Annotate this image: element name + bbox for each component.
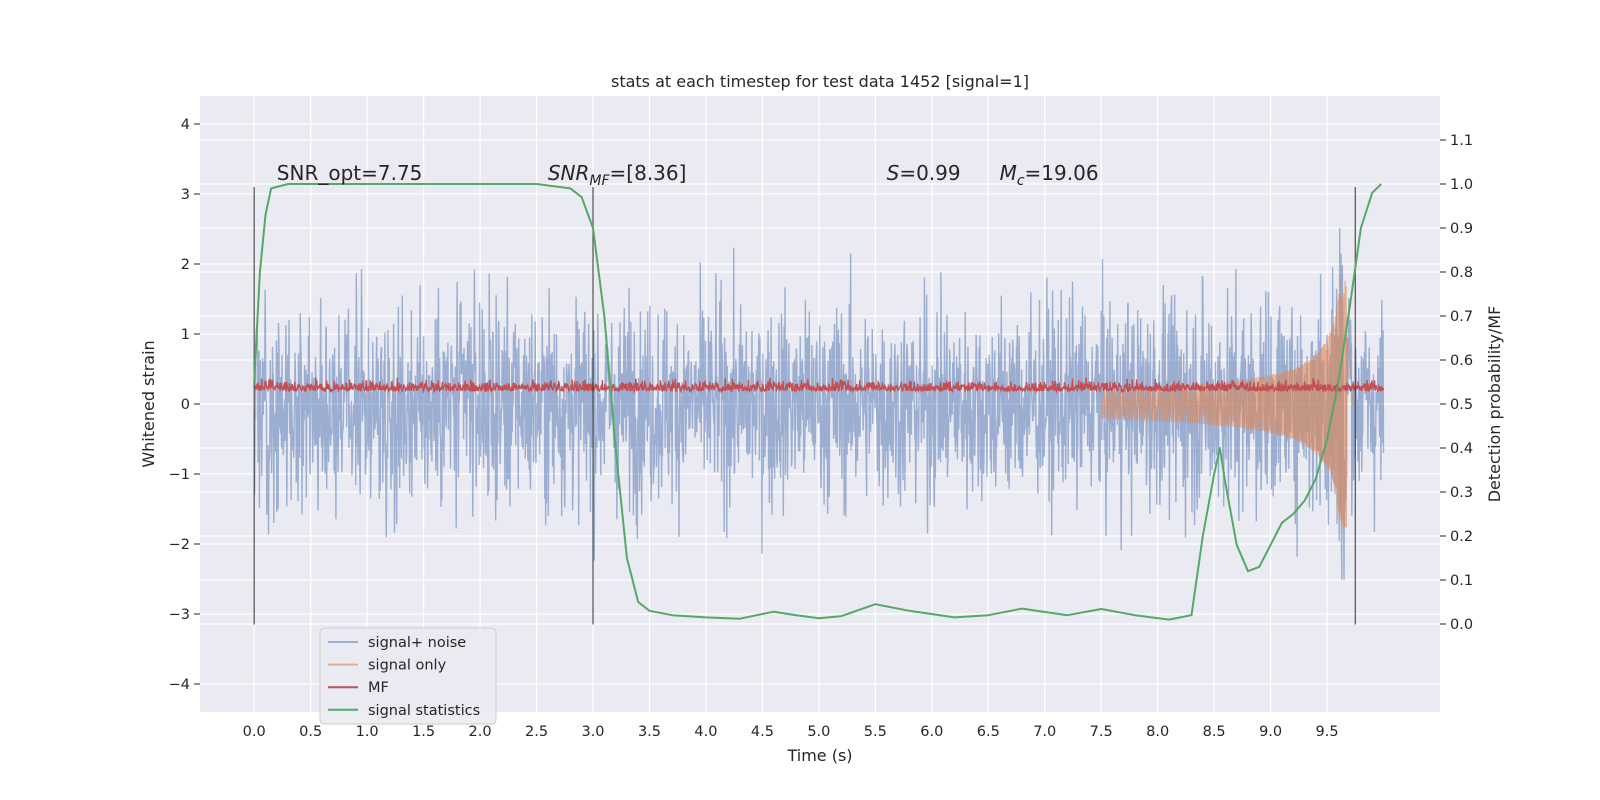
y-left-tick-label: 1	[181, 327, 190, 343]
x-tick-label: 1.5	[412, 724, 435, 740]
mf-line	[253, 377, 1385, 394]
y-left-tick-label: 2	[181, 257, 190, 273]
y-right-tick-label: 0.8	[1450, 265, 1473, 281]
vertical-markers	[253, 187, 1356, 625]
x-tick-label: 0.0	[243, 724, 266, 740]
x-tick-label: 9.5	[1316, 724, 1339, 740]
series-signal-noise	[253, 227, 1385, 580]
x-tick-labels: 0.0 0.5 1.0 1.5 2.0 2.5 3.0 3.5 4.0 4.5 5.0 5.5 6.0 6…	[243, 724, 1339, 740]
annotation-sub: c	[1017, 173, 1025, 189]
x-tick-label: 2.0	[469, 724, 492, 740]
y-left-tick-label: 0	[181, 397, 190, 413]
annotation-tail: =0.99	[899, 161, 960, 185]
series-mf	[253, 377, 1385, 394]
x-tick-label: 4.0	[694, 724, 717, 740]
y-left-tick-labels: 4 3 2 1 0 −1 −2 −3 −4	[169, 117, 200, 693]
y-left-tick-label: −2	[169, 537, 190, 553]
annotation: SNRMF=[8.36]	[548, 161, 687, 189]
y-right-tick-label: 0.3	[1450, 485, 1473, 501]
x-axis-label: Time (s)	[786, 746, 852, 765]
annotation: SNR_opt=7.75	[277, 161, 423, 185]
annotation-sub: MF	[589, 173, 610, 189]
legend-box	[319, 627, 497, 725]
y-right-tick-label: 0.5	[1450, 397, 1473, 413]
x-tick-label: 3.0	[581, 724, 604, 740]
y-right-tick-label: 0.0	[1450, 617, 1473, 633]
annotations: SNR_opt=7.75 SNRMF=[8.36] S=0.99 Mc=19.06	[277, 161, 1099, 189]
y-left-axis-label: Whitened strain	[139, 340, 158, 467]
x-tick-label: 2.5	[525, 724, 548, 740]
x-tick-label: 1.0	[356, 724, 379, 740]
chart-title: stats at each timestep for test data 145…	[611, 72, 1029, 91]
annotation-head: M	[1000, 161, 1017, 185]
signal-statistics-line	[253, 183, 1382, 621]
x-tick-label: 6.0	[920, 724, 943, 740]
legend-label: signal statistics	[368, 703, 480, 719]
x-tick-label: 8.5	[1203, 724, 1226, 740]
y-right-tick-label: 0.7	[1450, 309, 1473, 325]
y-left-tick-label: −4	[169, 677, 190, 693]
signal-only-line	[1100, 278, 1356, 531]
y-right-tick-label: 0.9	[1450, 221, 1473, 237]
series-signal-statistics	[253, 183, 1382, 621]
annotation: S=0.99	[887, 161, 961, 185]
legend-label: signal only	[368, 658, 447, 674]
x-tick-label: 7.0	[1033, 724, 1056, 740]
x-tick-label: 7.5	[1090, 724, 1113, 740]
legend: signal+ noise signal only MF signal statist…	[319, 627, 497, 725]
annotation-head: SNR_opt=7.75	[277, 161, 423, 185]
series-signal-only	[1100, 278, 1356, 531]
x-tick-label: 6.5	[977, 724, 1000, 740]
y-left-tick-label: −3	[169, 607, 190, 623]
x-tick-label: 8.0	[1146, 724, 1169, 740]
y-right-tick-label: 0.4	[1450, 441, 1473, 457]
annotation-tail: =[8.36]	[610, 161, 687, 185]
y-left-tick-label: 4	[181, 117, 190, 133]
y-right-tick-label: 0.2	[1450, 529, 1473, 545]
signal-noise-line	[253, 227, 1385, 580]
y-right-tick-label: 0.6	[1450, 353, 1473, 369]
y-right-tick-label: 0.1	[1450, 573, 1473, 589]
x-tick-label: 3.5	[638, 724, 661, 740]
y-left-tick-label: −1	[169, 467, 190, 483]
legend-label: signal+ noise	[368, 635, 466, 651]
y-right-tick-label: 1.0	[1450, 177, 1473, 193]
x-tick-label: 9.0	[1259, 724, 1282, 740]
annotation-head: SNR	[548, 161, 590, 185]
y-right-tick-label: 1.1	[1450, 133, 1473, 149]
legend-label: MF	[368, 680, 389, 696]
annotation-tail: =19.06	[1025, 161, 1099, 185]
annotation: Mc=19.06	[1000, 161, 1099, 189]
x-tick-label: 5.5	[864, 724, 887, 740]
x-tick-label: 4.5	[751, 724, 774, 740]
x-tick-label: 0.5	[299, 724, 322, 740]
y-left-tick-label: 3	[181, 187, 190, 203]
x-tick-label: 5.0	[807, 724, 830, 740]
annotation-head: S	[887, 161, 900, 185]
y-right-axis-label: Detection probability/MF	[1485, 306, 1504, 503]
y-right-tick-labels: 1.1 1.0 0.9 0.8 0.7 0.6 0.5 0.4 0.3 0.2 0.1 0.0	[1440, 133, 1473, 633]
